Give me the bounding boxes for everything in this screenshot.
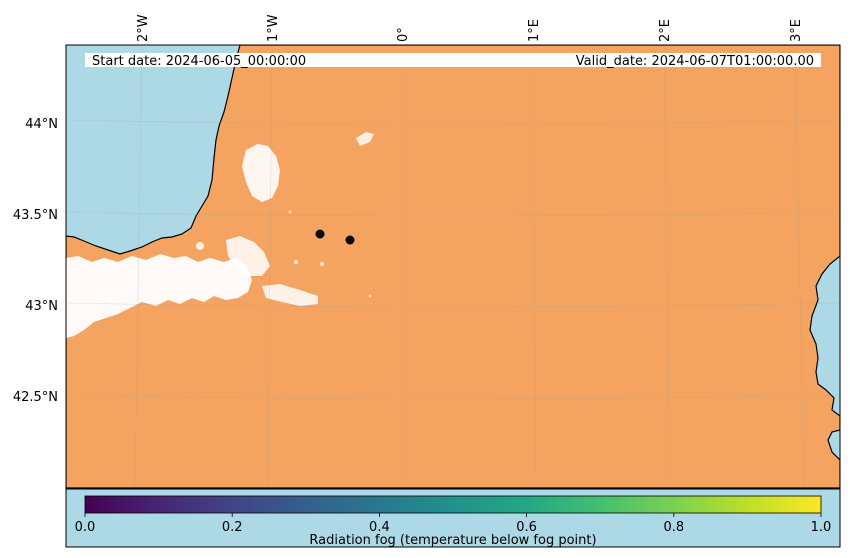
colorbar-tick-label: 0.0 [75,520,96,535]
lon-label: 2°E [658,19,673,42]
fog-speck [196,242,204,250]
fog-speck [107,297,113,303]
colorbar-tick-label: 0.4 [369,520,390,535]
gridline-lat [66,302,840,308]
lon-label: 1°W [266,14,281,42]
colorbar-gradient [84,495,822,514]
gridline-lat [66,394,840,400]
lat-label: 42.5°N [13,390,58,405]
colorbar-tick-label: 0.6 [516,520,537,535]
latitude-labels: 44°N 43.5°N 43°N 42.5°N [13,117,58,405]
map-frame [65,44,841,489]
gridline-lon [532,45,537,488]
gridline-lat [66,119,840,125]
start-date-label: Start date: 2024-06-05_00:00:00 [92,54,306,69]
fog-patch-mid [226,236,270,276]
colorbar-ticks [84,513,822,517]
colorbar-tick-label: 1.0 [811,520,832,535]
fog-speck [294,260,298,264]
lat-label: 44°N [25,117,58,132]
gridline-lon [267,45,273,488]
fog-patch-large [66,254,252,338]
gridline-lon [794,45,805,488]
fog-speck [288,210,292,214]
gridline-lon [663,45,671,488]
colorbar-tick-label: 0.8 [663,520,684,535]
map-area: Start date: 2024-06-05_00:00:00 Valid_da… [66,45,840,488]
fog-field [66,132,374,338]
colorbar-tick-label: 0.2 [222,520,243,535]
fog-speck [320,262,324,266]
lon-label: 0° [396,27,411,42]
lat-label: 43.5°N [13,208,58,223]
fog-patch-small [356,132,374,146]
gridline-lon [134,45,143,488]
lon-label: 3°E [789,19,804,42]
gridline-lat [66,211,840,217]
colorbar-title: Radiation fog (temperature below fog poi… [309,533,596,548]
lon-label: 1°E [527,19,542,42]
colorbar-panel: 0.0 0.2 0.4 0.6 0.8 1.0 Radiation fog (t… [65,488,841,548]
info-banner [85,53,821,67]
fog-speck [368,294,372,298]
marker-point-2 [345,235,355,245]
lat-label: 43°N [25,299,58,314]
fog-patch-east [262,284,318,306]
longitude-labels: 2°W 1°W 0° 1°E 2°E 3°E [136,14,804,42]
lon-label: 2°W [136,14,151,42]
gridlines [66,45,840,488]
marker-point-1 [315,229,325,239]
fog-speck [85,309,91,315]
valid-date-label: Valid_date: 2024-06-07T01:00:00.00 [576,54,814,69]
fog-patch-north [242,144,280,202]
